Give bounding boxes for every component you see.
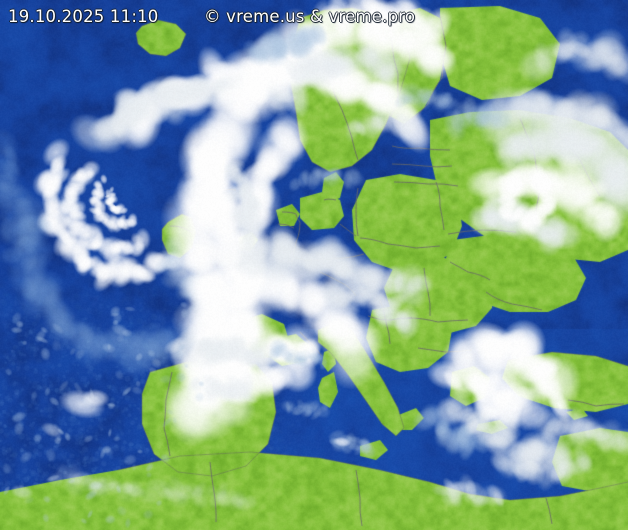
satellite-map-canvas[interactable] [0,0,628,530]
satellite-image-viewer[interactable]: 19.10.2025 11:10 © vreme.us & vreme.pro [0,0,628,530]
